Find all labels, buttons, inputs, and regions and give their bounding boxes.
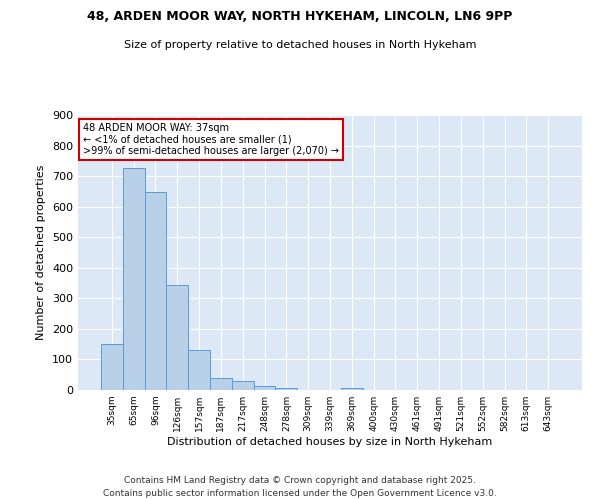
Bar [166,284,188,390]
X-axis label: Distribution of detached houses by size in North Hykeham: Distribution of detached houses by size … [167,437,493,447]
Bar [232,381,254,390]
Bar [341,388,363,390]
Bar [210,378,232,390]
Bar [254,386,275,390]
Bar [101,344,123,390]
Y-axis label: Number of detached properties: Number of detached properties [37,165,46,340]
Bar [123,168,145,390]
Text: Contains HM Land Registry data © Crown copyright and database right 2025.: Contains HM Land Registry data © Crown c… [124,476,476,485]
Bar [145,192,166,390]
Text: 48, ARDEN MOOR WAY, NORTH HYKEHAM, LINCOLN, LN6 9PP: 48, ARDEN MOOR WAY, NORTH HYKEHAM, LINCO… [88,10,512,23]
Bar [275,388,297,390]
Text: Contains public sector information licensed under the Open Government Licence v3: Contains public sector information licen… [103,488,497,498]
Text: Size of property relative to detached houses in North Hykeham: Size of property relative to detached ho… [124,40,476,50]
Text: 48 ARDEN MOOR WAY: 37sqm
← <1% of detached houses are smaller (1)
>99% of semi-d: 48 ARDEN MOOR WAY: 37sqm ← <1% of detach… [83,123,339,156]
Bar [188,350,210,390]
